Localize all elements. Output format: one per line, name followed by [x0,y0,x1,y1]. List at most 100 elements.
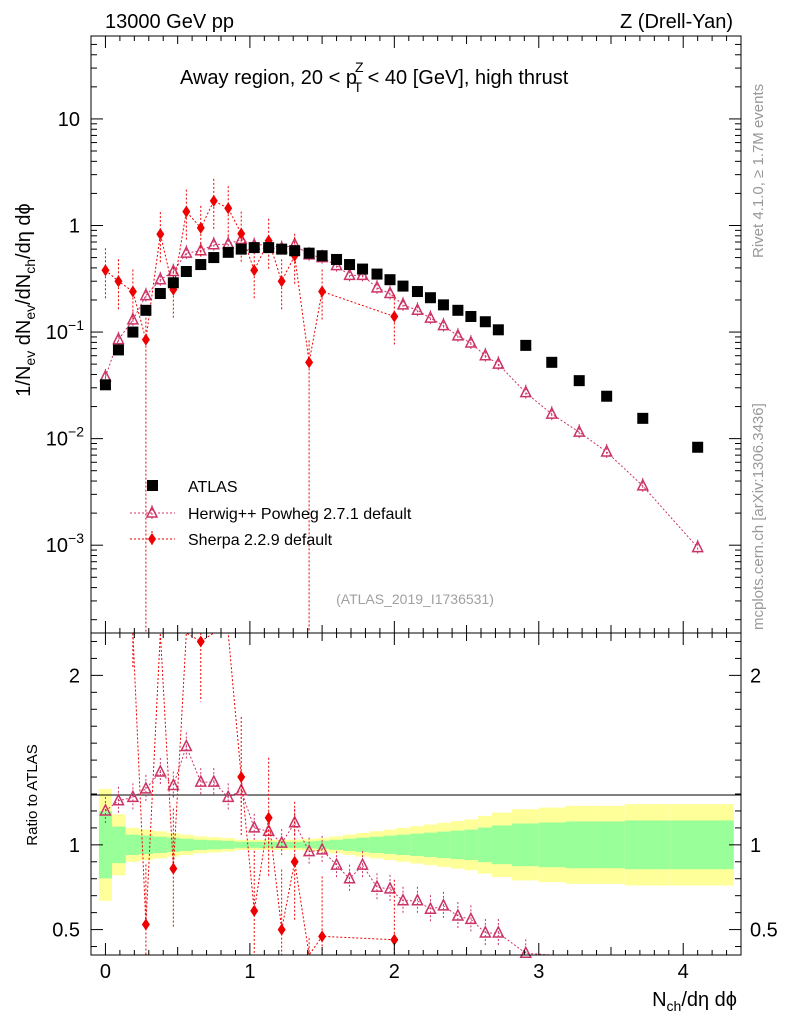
herwig-ratio-point [464,911,478,925]
ratio-ytick-label-right: 0.5 [750,920,778,942]
sherpa-ratio-point [390,933,399,946]
atlas-band-inner [396,834,411,856]
main-panel: 10 1 10−1 10−2 10−3 Away region, 20 < pZ T < … [13,35,742,634]
herwig-point [396,297,410,310]
atlas-band-inner [221,840,235,849]
atlas-band-inner [247,841,262,848]
atlas-point [316,250,328,262]
atlas-band-inner [478,827,492,863]
ratio-xtick-label: 2 [389,961,400,983]
sherpa-ratio-point [250,904,259,917]
ratio-uncertainty-bands [98,788,734,901]
herwig-ratio-point [207,774,220,787]
herwig-ratio-point [343,871,356,884]
ratio-ytick-label-right: 2 [750,665,761,687]
atlas-point [520,339,532,351]
atlas-band-inner [410,833,424,857]
herwig-ratio-point [370,879,384,892]
legend-atlas-marker [147,480,158,491]
herwig-ratio-point [356,857,369,870]
ratio-xtick-label: 0 [100,961,111,983]
atlas-band-inner [329,839,344,850]
atlas-point [492,324,504,336]
atlas-point [127,326,139,338]
atlas-point [344,259,356,271]
herwig-ratio-point [167,777,180,791]
herwig-ratio-point [479,925,492,938]
herwig-ratio-point [411,893,424,906]
herwig-point [126,312,140,325]
main-ylabel: 1/Nev dNev/dNch/dη dϕ [13,203,38,396]
herwig-ratio-point [451,908,465,921]
herwig-ratio-point [248,820,261,833]
sherpa-point [305,356,314,369]
herwig-ratio-point [437,898,450,911]
atlas-band-inner [234,841,248,848]
atlas-point [154,288,166,300]
atlas-band-inner [624,820,671,870]
atlas-point [479,316,491,328]
atlas-point [465,310,477,322]
herwig-point [573,424,586,437]
atlas-point [371,268,383,280]
ratio-xtick-label: 3 [533,961,544,983]
ratio-ytick-label: 0.5 [52,920,80,942]
atlas-band-inner [512,823,539,867]
legend-sherpa-marker [148,533,156,545]
herwig-point [112,331,125,345]
sherpa-ratio-point [264,811,273,824]
atlas-point [357,263,369,275]
plot-title-main: Away region, 20 < p [180,67,357,89]
sherpa-point [114,275,123,288]
atlas-point [263,242,275,254]
herwig-point [207,237,220,250]
ratio-ytick-label: 1 [69,835,80,857]
atlas-point [140,304,152,316]
legend-herwig-marker [145,505,159,518]
herwig-point [492,356,505,369]
atlas-band-inner [592,821,625,869]
atlas-band-inner [153,836,167,853]
herwig-ratio-point [180,738,193,752]
legend-sherpa-label: Sherpa 2.2.9 default [188,532,333,549]
sherpa-point [141,333,150,346]
main-ytick-label: 10−2 [46,424,84,451]
ratio-data-layer [99,632,698,959]
ratio-ylabel: Ratio to ATLAS [24,744,41,845]
ratio-xtick-label: 4 [678,961,689,983]
herwig-ratio-point [330,857,343,870]
atlas-point [289,245,301,257]
sherpa-point [128,285,137,298]
herwig-ratio-point [302,843,316,857]
herwig-ratio-point [492,925,505,938]
atlas-band-inner [436,831,451,859]
herwig-point [139,287,153,301]
sherpa-ratio-line [105,632,395,957]
atlas-point [452,304,464,316]
atlas-band-inner [464,829,479,861]
atlas-point [208,252,220,264]
sherpa-point [390,310,399,323]
atlas-band-inner [111,826,126,864]
atlas-point [331,253,343,265]
atlas-point [248,242,260,254]
herwig-point [343,267,356,281]
atlas-point [546,356,558,368]
herwig-point [154,272,167,285]
atlas-band-inner [139,835,154,854]
herwig-point [370,280,384,293]
main-ytick-label: 10 [58,109,80,131]
herwig-point [464,335,478,348]
sherpa-point [101,264,110,277]
sherpa-ratio-point [237,771,246,784]
main-ytick-label: 10−3 [46,530,84,557]
atlas-point [411,286,423,298]
sherpa-point [209,194,218,207]
herwig-point [691,539,704,553]
sherpa-ratio-point [169,862,178,875]
atlas-point [167,277,179,289]
herwig-ratio-point [519,945,532,959]
atlas-point [573,375,585,387]
atlas-point [424,292,436,304]
